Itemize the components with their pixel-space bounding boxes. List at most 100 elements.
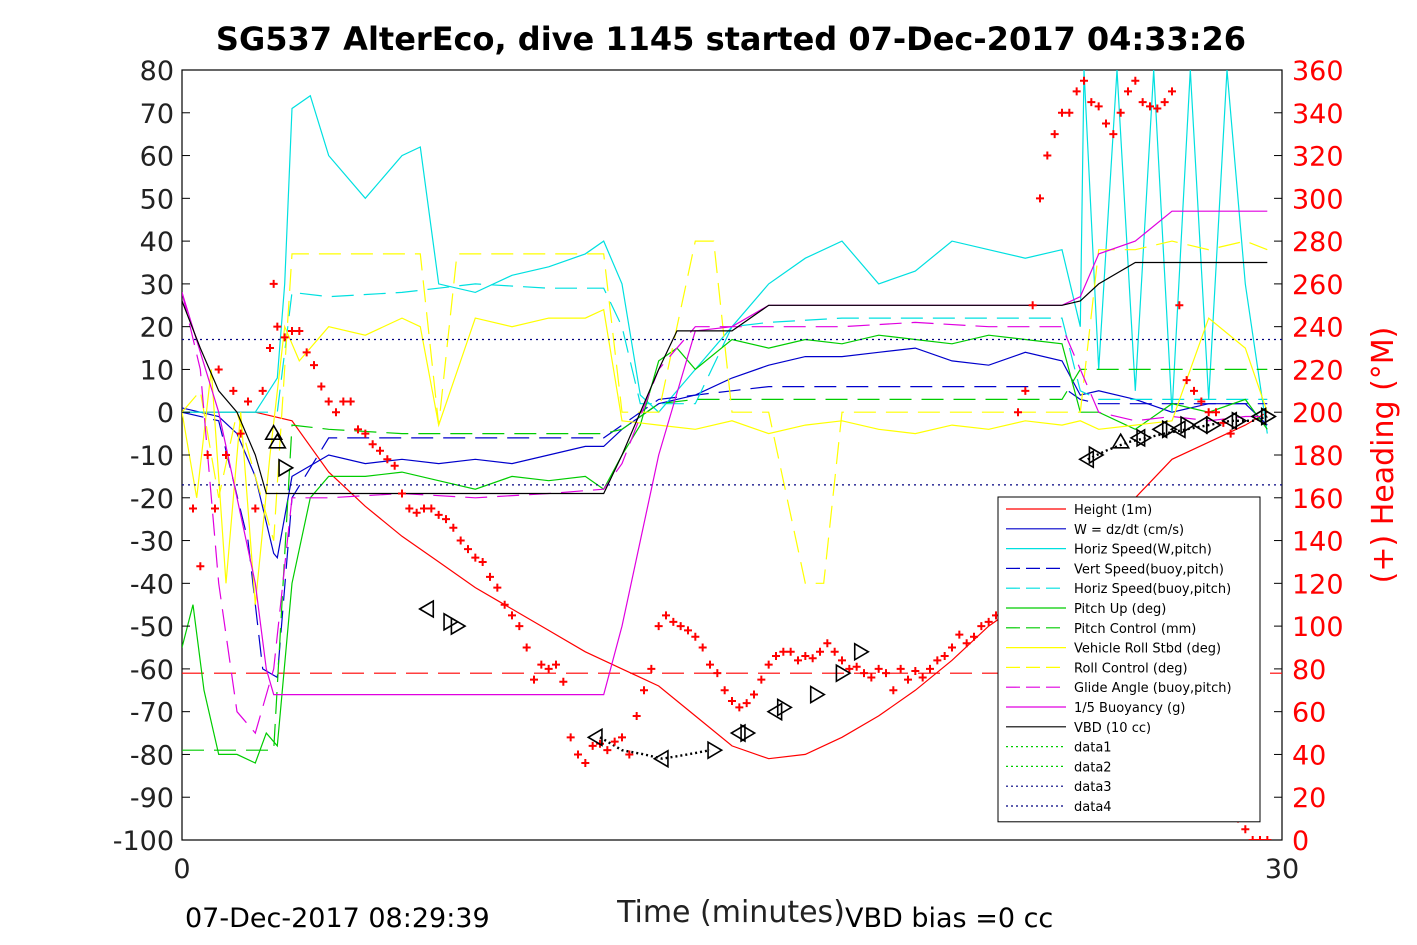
triangle-marker (729, 723, 746, 743)
y-tick-label: 30 (140, 270, 174, 301)
heading-point (669, 617, 678, 626)
heading-point (933, 656, 942, 665)
heading-point (779, 647, 788, 656)
y-tick-label: -30 (130, 527, 174, 558)
heading-point (1256, 836, 1264, 840)
heading-point (948, 643, 956, 652)
heading-point (1036, 194, 1044, 203)
y-tick-label: -70 (130, 698, 174, 729)
y-tick-label: -100 (113, 826, 174, 857)
heading-point (764, 660, 773, 669)
legend-entry: Roll Control (deg) (1074, 661, 1188, 676)
triangle-marker (1260, 407, 1277, 426)
y-tick-label: -20 (130, 484, 174, 515)
heading-point (500, 600, 509, 609)
heading-point (1028, 301, 1037, 310)
heading-point (559, 677, 568, 686)
triangle-marker (1221, 411, 1238, 431)
x-axis-label: Time (minutes) (616, 895, 845, 930)
legend-entry: data1 (1074, 741, 1112, 756)
heading-point (288, 326, 296, 335)
y2-tick-label: 100 (1292, 612, 1344, 643)
triangle-marker (652, 749, 669, 769)
heading-point (882, 669, 890, 678)
series-line (182, 308, 1268, 605)
heading-point (368, 440, 377, 449)
heading-point (786, 647, 795, 656)
heading-point (537, 660, 546, 669)
heading-point (383, 455, 392, 464)
heading-point (1153, 104, 1162, 113)
heading-point (742, 699, 751, 708)
legend-entry: Vert Speed(buoy,pitch) (1074, 562, 1224, 577)
heading-point (904, 675, 912, 684)
triangle-marker (1136, 428, 1153, 448)
heading-point (189, 504, 197, 513)
triangle-marker (1231, 411, 1248, 431)
x-tick-label: 0 (173, 854, 190, 885)
heading-point (588, 741, 597, 750)
heading-point (449, 523, 458, 532)
heading-point (552, 660, 560, 669)
heading-point (1014, 408, 1022, 417)
y-tick-label: 70 (140, 99, 174, 130)
heading-point (1043, 151, 1052, 160)
triangle-marker (1180, 415, 1197, 435)
heading-point (258, 386, 267, 395)
heading-point (515, 622, 524, 631)
series-line (182, 283, 1268, 413)
legend-entry: Height (1m) (1074, 503, 1152, 518)
heading-point (772, 652, 780, 661)
legend: Height (1m) W = dz/dt (cm/s) Horiz Speed(W… (997, 496, 1261, 823)
y2-axis-label: (+) Heading (°M) (1366, 327, 1401, 584)
heading-point (830, 647, 839, 656)
heading-point (464, 545, 472, 554)
legend-entry: data4 (1074, 800, 1112, 815)
legend-entry: 1/5 Buoyancy (g) (1074, 701, 1185, 716)
y2-tick-label: 140 (1292, 527, 1344, 558)
heading-point (1109, 130, 1118, 139)
heading-point (889, 686, 898, 695)
heading-point (640, 686, 648, 695)
heading-point (295, 326, 304, 335)
y-tick-label: 10 (140, 355, 174, 386)
heading-point (1182, 376, 1191, 385)
heading-point (478, 557, 487, 566)
heading-point (203, 451, 212, 459)
heading-point (1131, 76, 1140, 85)
heading-point (603, 746, 612, 755)
triangle-marker (776, 697, 793, 717)
heading-point (794, 656, 802, 665)
legend-entry: Horiz Speed(W,pitch) (1074, 543, 1212, 558)
heading-point (1124, 87, 1132, 96)
vbd-bias-label: VBD bias =0 cc (845, 903, 1053, 934)
heading-point (1160, 98, 1169, 107)
heading-point (196, 562, 205, 571)
y2-tick-label: 320 (1292, 142, 1344, 173)
legend-entry: Glide Angle (buoy,pitch) (1074, 681, 1232, 696)
legend-entry: Pitch Up (deg) (1074, 602, 1166, 617)
heading-point (684, 626, 692, 635)
heading-point (940, 652, 949, 661)
heading-point (735, 703, 744, 712)
y-tick-label: -60 (130, 655, 174, 686)
heading-point (456, 536, 465, 545)
heading-point (860, 669, 868, 678)
heading-point (918, 673, 927, 682)
heading-point (1116, 108, 1125, 117)
marker-layer (189, 76, 1277, 840)
y-tick-label: -50 (130, 612, 174, 643)
y-tick-label: -10 (130, 441, 174, 472)
y2-tick-label: 300 (1292, 184, 1344, 215)
y2-tick-label: 360 (1292, 56, 1344, 87)
y-tick-label: 0 (157, 398, 174, 429)
heading-point (1138, 98, 1147, 107)
series-line (182, 347, 1268, 560)
heading-point (1087, 98, 1096, 107)
heading-point (1058, 108, 1066, 117)
y2-tick-label: 60 (1292, 698, 1326, 729)
heading-point (1204, 408, 1213, 417)
heading-point (434, 510, 443, 519)
y2-tick-label: 180 (1292, 441, 1344, 472)
